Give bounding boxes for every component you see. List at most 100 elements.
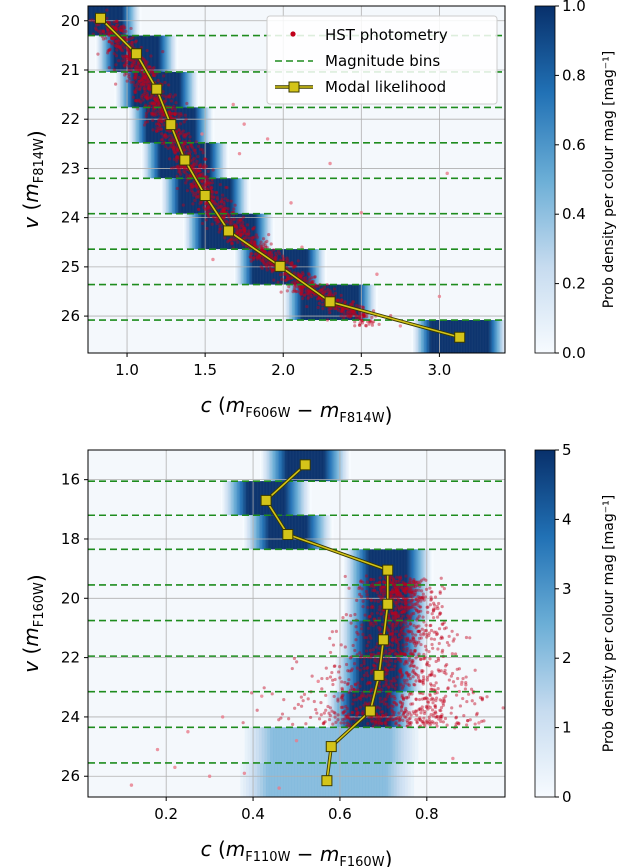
photometry-point xyxy=(222,208,226,212)
photometry-point xyxy=(389,694,393,698)
photometry-point xyxy=(353,612,357,617)
photometry-point xyxy=(243,228,247,233)
photometry-point xyxy=(395,638,399,643)
density-cell xyxy=(355,727,359,763)
colorbar-tick-label: 0 xyxy=(562,788,572,806)
density-cell xyxy=(228,481,231,516)
photometry-point xyxy=(384,681,388,686)
photometry-point xyxy=(340,695,344,699)
photometry-point xyxy=(394,616,398,620)
photometry-point xyxy=(218,204,222,208)
density-cell xyxy=(267,450,270,482)
photometry-point xyxy=(358,668,362,672)
photometry-point xyxy=(407,673,412,677)
photometry-point xyxy=(241,220,245,225)
photometry-point xyxy=(412,585,416,589)
density-cell xyxy=(370,620,373,657)
photometry-point xyxy=(399,675,403,679)
density-cell xyxy=(292,481,295,516)
photometry-point xyxy=(203,207,207,212)
density-cell xyxy=(189,107,192,143)
photometry-point xyxy=(474,713,479,717)
photometry-point xyxy=(117,45,122,50)
modal-likelihood-marker xyxy=(454,331,466,343)
photometry-point xyxy=(447,678,451,682)
photometry-point xyxy=(421,657,426,661)
density-cell xyxy=(344,691,347,728)
density-cell xyxy=(357,584,360,621)
density-cell xyxy=(406,656,409,692)
density-cell xyxy=(319,515,322,550)
density-cell xyxy=(105,35,108,72)
photometry-point xyxy=(350,309,354,313)
photometry-point xyxy=(428,692,432,696)
density-cell xyxy=(183,178,186,214)
density-cell xyxy=(184,213,187,250)
density-cell xyxy=(199,142,202,179)
photometry-point xyxy=(435,632,440,636)
density-cell xyxy=(358,284,361,321)
photometry-point xyxy=(281,256,286,260)
density-cell xyxy=(164,71,167,108)
density-cell xyxy=(158,35,161,72)
density-cell xyxy=(268,450,271,482)
photometry-point xyxy=(107,33,111,37)
photometry-point xyxy=(341,307,345,311)
density-cell xyxy=(428,584,431,621)
photometry-point xyxy=(399,659,403,663)
photometry-point xyxy=(406,695,411,699)
density-cell xyxy=(369,584,372,621)
photometry-point xyxy=(401,701,405,705)
photometry-point xyxy=(350,309,354,313)
photometry-point xyxy=(183,113,187,117)
density-cell xyxy=(339,656,342,692)
density-cell xyxy=(351,762,355,797)
photometry-point xyxy=(201,184,205,188)
density-cell xyxy=(331,450,334,482)
photometry-point xyxy=(441,622,445,626)
density-cell xyxy=(158,142,161,179)
density-cell xyxy=(150,142,154,179)
photometry-point xyxy=(156,119,161,123)
photometry-point xyxy=(239,225,243,229)
photometry-point xyxy=(371,648,375,652)
photometry-point xyxy=(270,253,274,258)
photometry-point xyxy=(391,577,396,581)
photometry-point xyxy=(353,682,357,686)
photometry-point xyxy=(155,129,159,134)
photometry-point xyxy=(418,707,422,711)
density-cell xyxy=(219,178,222,214)
density-cell xyxy=(161,142,164,179)
photometry-point xyxy=(391,633,395,637)
density-cell xyxy=(353,691,356,728)
density-cell xyxy=(249,515,253,550)
photometry-point xyxy=(239,233,243,237)
photometry-point xyxy=(364,649,369,653)
density-cell xyxy=(342,691,345,728)
photometry-point xyxy=(409,622,413,626)
photometry-point xyxy=(415,666,419,670)
photometry-point xyxy=(262,260,266,264)
photometry-point xyxy=(123,26,127,30)
photometry-point xyxy=(430,708,435,712)
photometry-point xyxy=(152,102,156,106)
photometry-point xyxy=(438,611,443,616)
photometry-point xyxy=(349,313,354,318)
photometry-point xyxy=(417,596,422,600)
density-cell xyxy=(220,142,223,179)
photometry-point xyxy=(293,285,297,289)
photometry-point xyxy=(144,111,149,116)
photometry-point xyxy=(426,721,430,725)
photometry-point xyxy=(413,644,418,648)
photometry-point xyxy=(242,230,247,234)
density-cell xyxy=(169,142,172,179)
photometry-point xyxy=(176,148,180,152)
photometry-point xyxy=(419,642,423,647)
photometry-outlier xyxy=(477,721,481,725)
photometry-point xyxy=(165,134,170,138)
photometry-point xyxy=(409,630,414,634)
photometry-point xyxy=(117,44,121,48)
photometry-point xyxy=(130,63,135,68)
photometry-point xyxy=(421,596,425,600)
photometry-point xyxy=(133,58,137,63)
